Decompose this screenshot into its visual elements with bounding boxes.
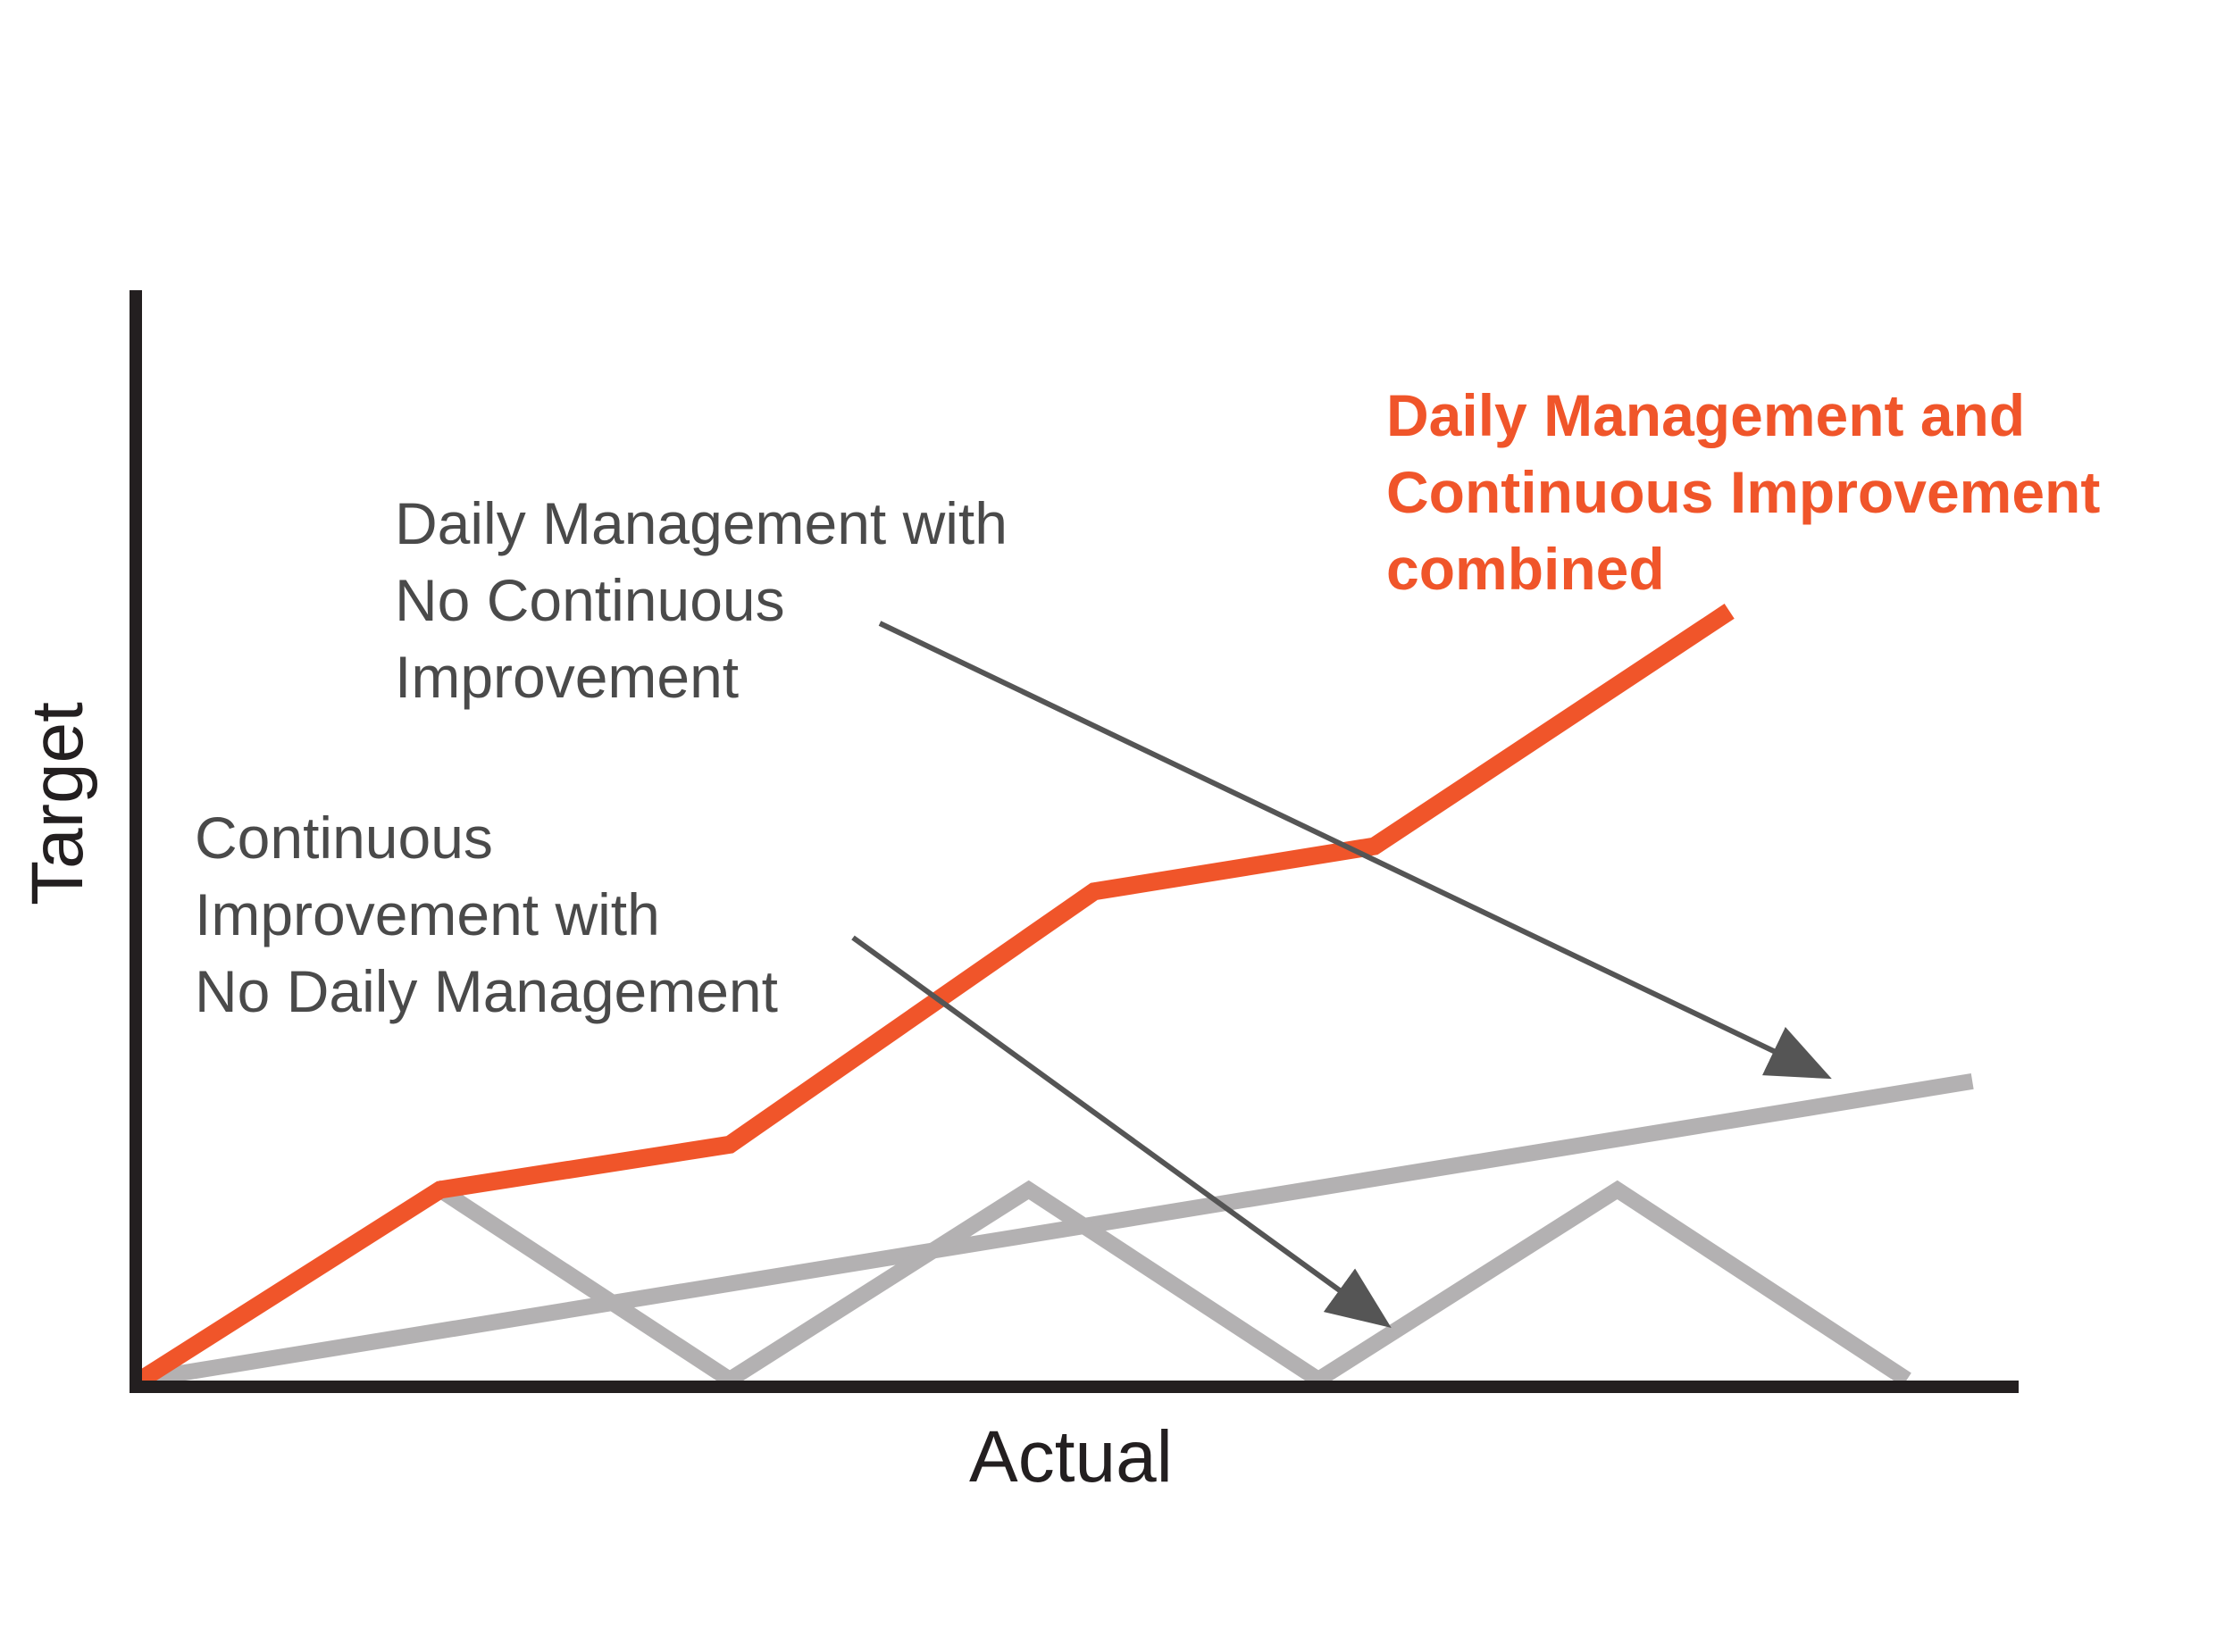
annotation-ci-no-dm-line-3: No Daily Management xyxy=(195,958,778,1024)
axes xyxy=(130,290,2019,1393)
annotation-dm-no-ci-line-3: Improvement xyxy=(395,644,740,710)
annotation-combined: Daily Management and Continuous Improvem… xyxy=(1386,377,2100,607)
annotation-combined-line-1: Daily Management and xyxy=(1386,382,2026,448)
annotation-ci-no-dm-line-2: Improvement with xyxy=(195,881,660,947)
annotation-dm-no-ci-line-2: No Continuous xyxy=(395,567,785,633)
x-axis-title: Actual xyxy=(969,1416,1173,1498)
annotation-arrows xyxy=(851,621,1832,1329)
y-axis-title: Target xyxy=(17,702,98,905)
annotation-combined-line-3: combined xyxy=(1386,536,1665,602)
annotation-dm-no-ci-line-1: Daily Management with xyxy=(395,490,1008,556)
series-line-combined xyxy=(136,604,1735,1388)
arrow-dm-no-ci xyxy=(878,621,1832,1080)
series-line-dm-no-ci xyxy=(139,1073,1974,1388)
annotation-ci-no-dm: Continuous Improvement with No Daily Man… xyxy=(195,799,778,1030)
annotation-ci-no-dm-line-1: Continuous xyxy=(195,805,493,871)
annotation-dm-no-ci: Daily Management with No Continuous Impr… xyxy=(395,485,1008,715)
series-layer xyxy=(136,604,1974,1389)
arrow-ci-no-dm xyxy=(851,935,1392,1329)
annotation-combined-line-2: Continuous Improvement xyxy=(1386,459,2101,525)
